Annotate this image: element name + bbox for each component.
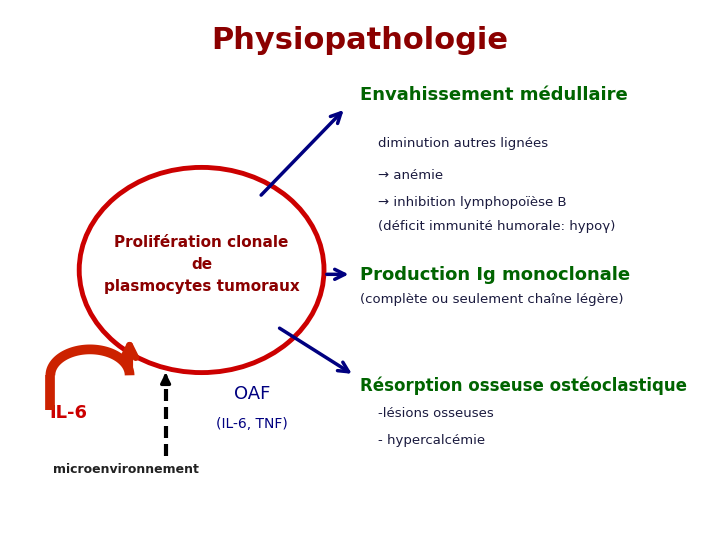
Text: (complète ou seulement chaîne légère): (complète ou seulement chaîne légère): [360, 293, 624, 306]
Text: OAF: OAF: [234, 385, 271, 403]
Text: Production Ig monoclonale: Production Ig monoclonale: [360, 266, 630, 285]
Text: → inhibition lymphopoïèse B: → inhibition lymphopoïèse B: [378, 196, 567, 209]
Text: -lésions osseuses: -lésions osseuses: [378, 407, 494, 420]
Text: IL-6: IL-6: [50, 404, 87, 422]
Text: microenvironnement: microenvironnement: [53, 463, 199, 476]
Text: → anémie: → anémie: [378, 169, 443, 182]
Text: Physiopathologie: Physiopathologie: [212, 26, 508, 55]
Text: Prolifération clonale
de
plasmocytes tumoraux: Prolifération clonale de plasmocytes tum…: [104, 235, 300, 294]
Text: (IL-6, TNF): (IL-6, TNF): [216, 417, 288, 431]
Text: - hypercalcémie: - hypercalcémie: [378, 434, 485, 447]
Text: Résorption osseuse ostéoclastique: Résorption osseuse ostéoclastique: [360, 377, 687, 395]
Text: diminution autres lignées: diminution autres lignées: [378, 137, 548, 150]
Text: Envahissement médullaire: Envahissement médullaire: [360, 85, 628, 104]
Text: (déficit immunité humorale: hypoγ): (déficit immunité humorale: hypoγ): [378, 220, 616, 233]
